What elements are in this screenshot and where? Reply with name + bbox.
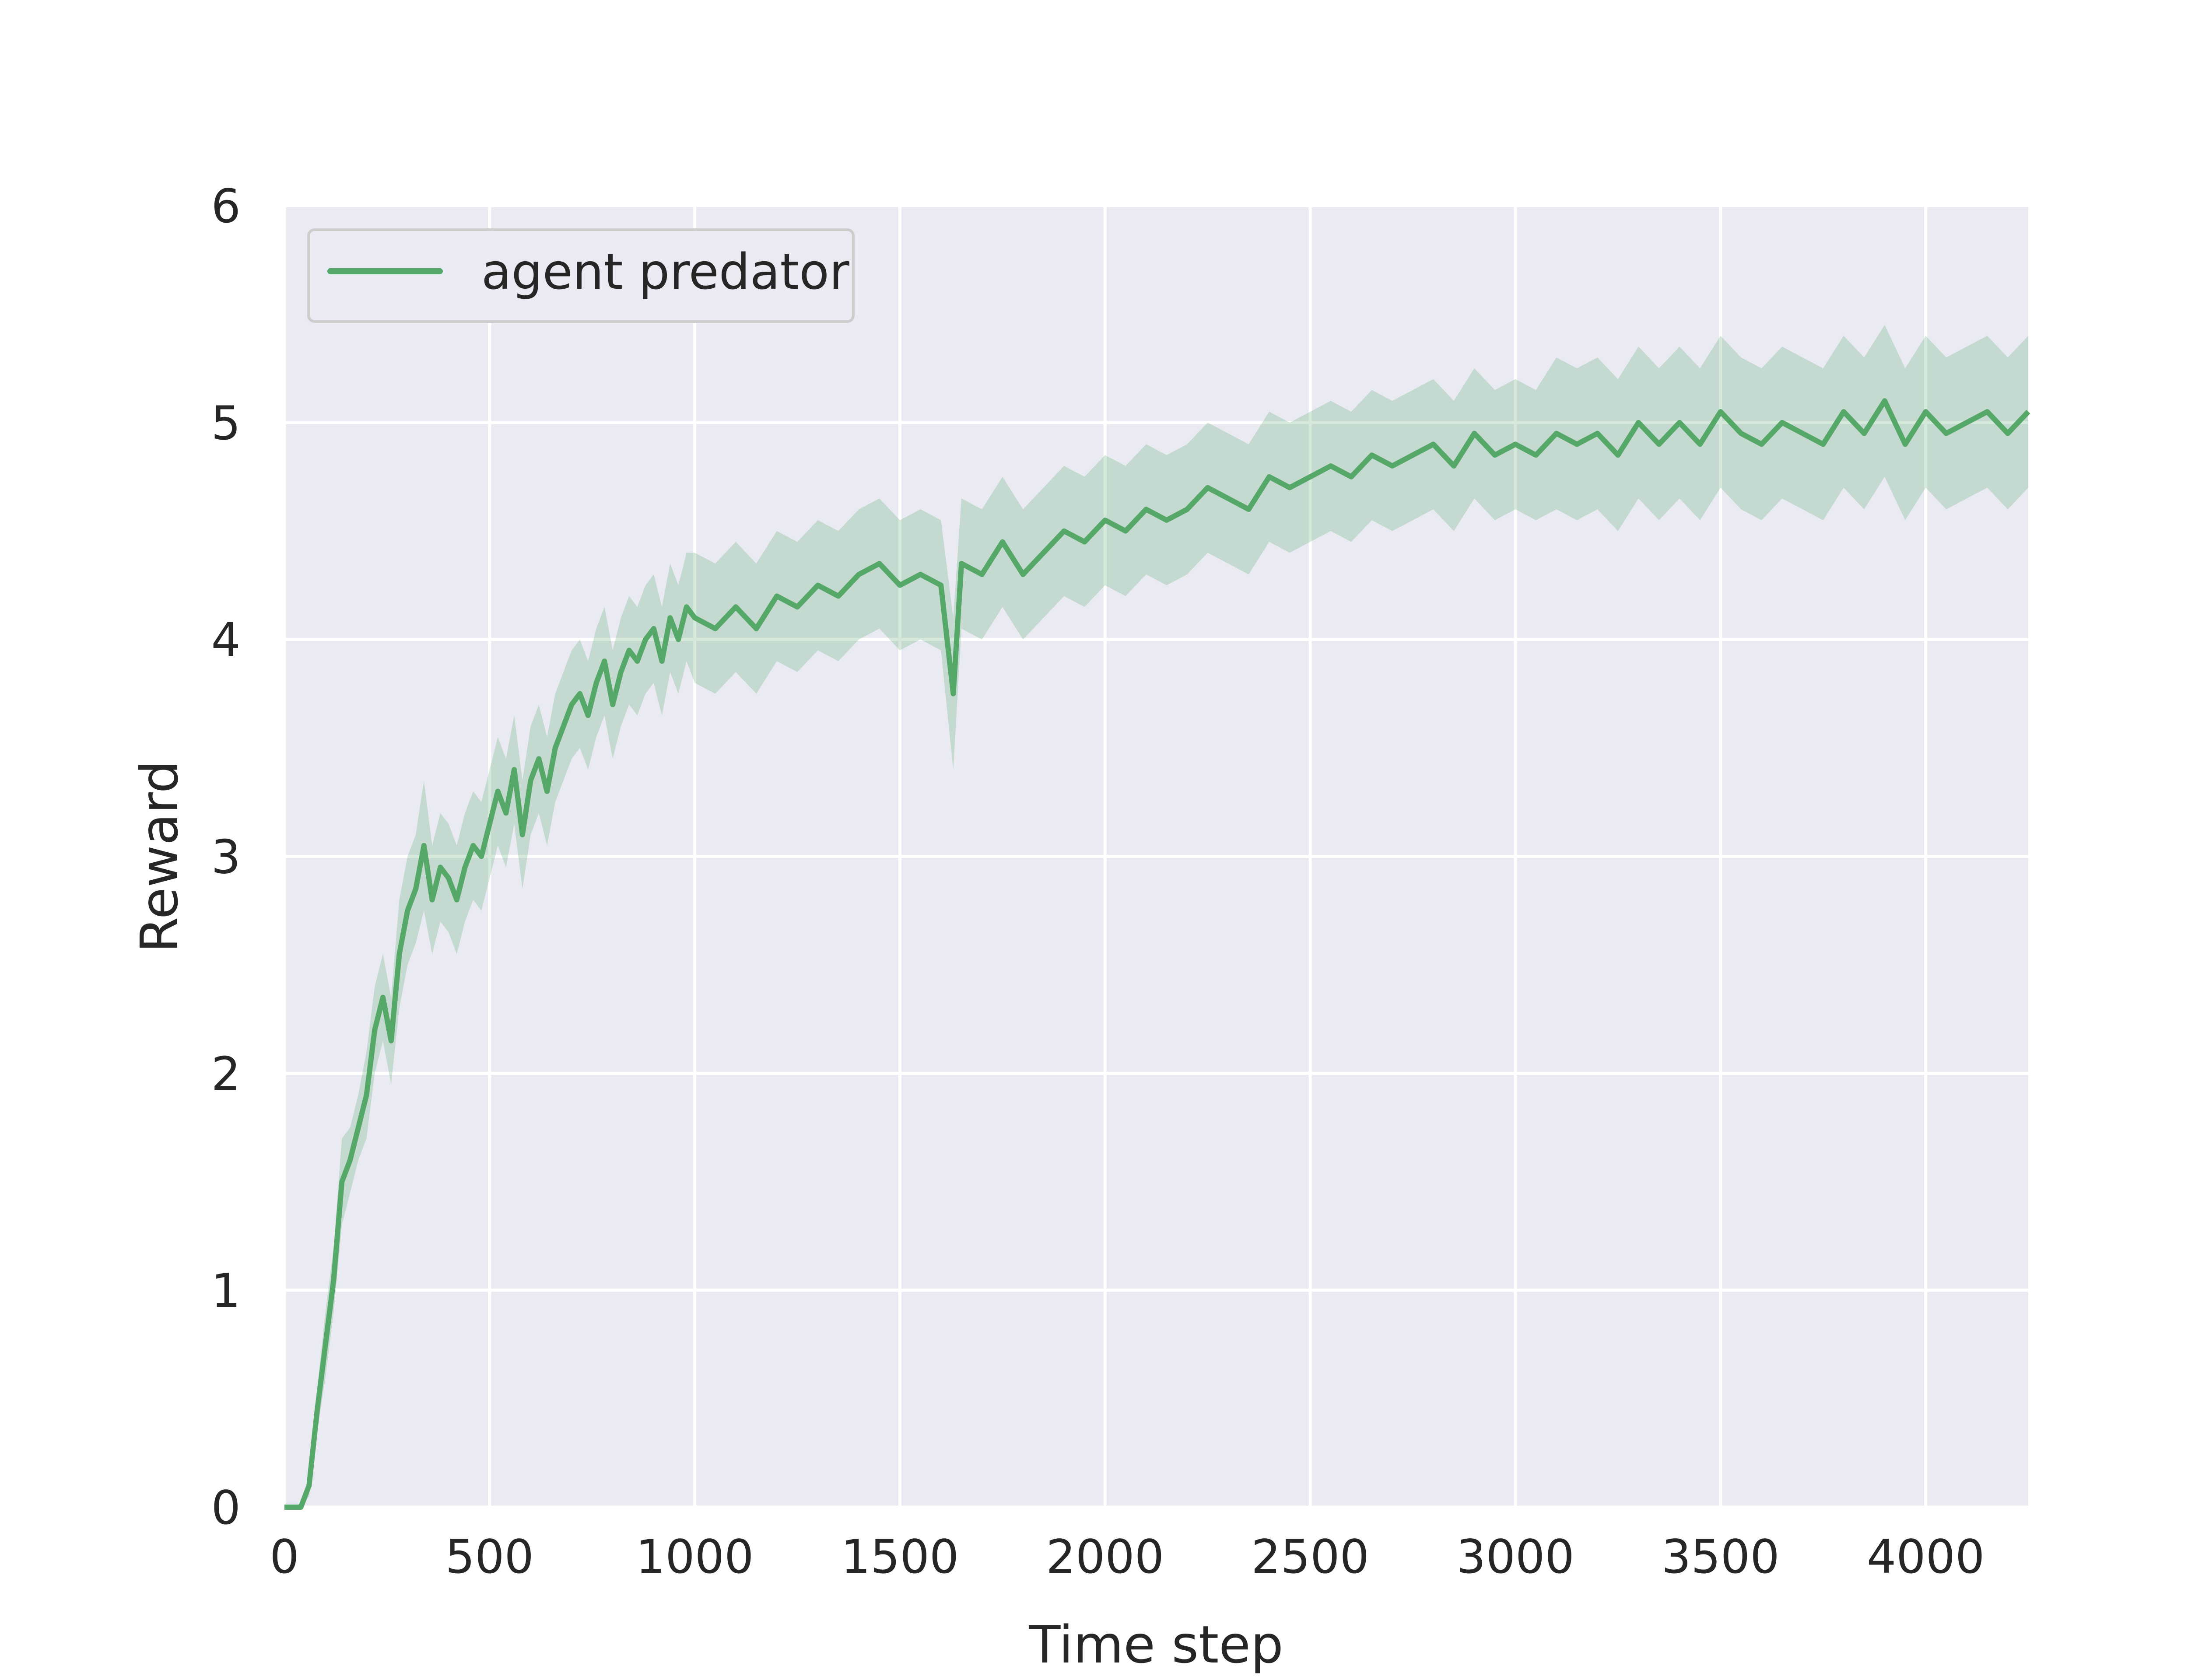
x-tick-label: 2500 xyxy=(1251,1530,1369,1584)
x-axis-label: Time step xyxy=(1028,1614,1283,1675)
x-tick-label: 0 xyxy=(270,1530,299,1584)
legend-box xyxy=(307,228,855,323)
y-tick-label: 3 xyxy=(211,830,241,884)
y-tick-label: 5 xyxy=(211,396,241,450)
x-tick-label: 1500 xyxy=(841,1530,959,1584)
y-tick-label: 2 xyxy=(211,1047,241,1101)
y-tick-label: 0 xyxy=(211,1481,241,1535)
x-tick-label: 3000 xyxy=(1456,1530,1574,1584)
y-tick-label: 4 xyxy=(211,613,241,667)
y-tick-labels: 0 1 2 3 4 5 6 xyxy=(211,179,241,1535)
x-tick-labels: 0 500 1000 1500 2000 2500 3000 3500 4000 xyxy=(270,1530,1985,1584)
series-line-agent-predator xyxy=(284,398,2030,1510)
x-tick-label: 2000 xyxy=(1046,1530,1164,1584)
y-tick-label: 6 xyxy=(211,179,241,233)
series-line-layer xyxy=(284,398,2030,1510)
y-tick-label: 1 xyxy=(211,1264,241,1318)
legend-entry-agent-predator: agent predator xyxy=(481,244,850,301)
x-tick-label: 3500 xyxy=(1662,1530,1780,1584)
grid-lines xyxy=(283,204,2028,1509)
legend: agent predator xyxy=(307,228,855,323)
x-tick-label: 1000 xyxy=(636,1530,754,1584)
x-tick-label: 500 xyxy=(445,1530,534,1584)
x-tick-label: 4000 xyxy=(1867,1530,1985,1584)
y-axis-label: Reward xyxy=(129,760,189,952)
